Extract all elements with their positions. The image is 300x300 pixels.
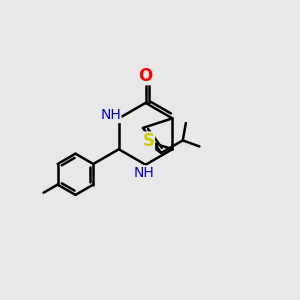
Text: NH: NH: [134, 166, 154, 180]
Text: O: O: [139, 67, 153, 85]
Text: S: S: [142, 132, 154, 150]
Text: NH: NH: [100, 108, 121, 122]
